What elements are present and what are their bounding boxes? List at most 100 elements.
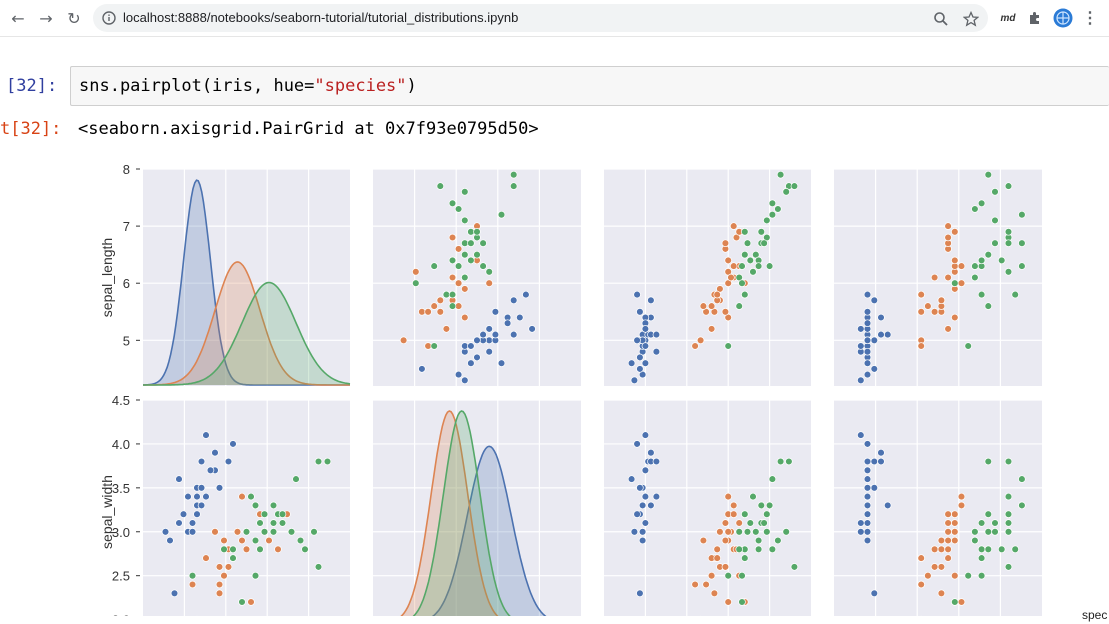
- point-virginica: [997, 545, 1006, 554]
- point-setosa: [863, 501, 872, 510]
- point-virginica: [971, 205, 979, 213]
- point-setosa: [870, 484, 879, 492]
- point-setosa: [641, 466, 650, 475]
- url-text[interactable]: localhost:8888/notebooks/seaborn-tutoria…: [123, 10, 519, 25]
- point-versicolor: [412, 268, 420, 276]
- legend-title-clipped: spec: [1082, 608, 1108, 622]
- point-setosa: [883, 330, 892, 339]
- point-virginica: [991, 239, 999, 247]
- point-setosa: [647, 448, 655, 457]
- point-versicolor: [957, 279, 966, 287]
- forward-icon[interactable]: →: [39, 8, 53, 28]
- point-versicolor: [917, 308, 925, 316]
- point-setosa: [652, 347, 661, 356]
- point-versicolor: [721, 563, 730, 571]
- point-virginica: [509, 182, 518, 190]
- kde-line-virginica: [143, 281, 351, 386]
- point-setosa: [202, 431, 210, 439]
- point-setosa: [863, 536, 872, 545]
- point-virginica: [785, 457, 793, 466]
- back-icon[interactable]: ←: [11, 8, 25, 28]
- browser-toolbar: ← → ↻ localhost:8888/notebooks/seaborn-t…: [0, 0, 1109, 37]
- point-virginica: [757, 228, 766, 236]
- point-virginica: [260, 510, 269, 518]
- point-virginica: [473, 250, 481, 259]
- point-setosa: [175, 519, 183, 527]
- point-virginica: [448, 256, 457, 265]
- point-setosa: [509, 296, 518, 305]
- point-versicolor: [944, 536, 952, 545]
- point-versicolor: [461, 313, 469, 322]
- point-versicolor: [220, 536, 228, 545]
- point-setosa: [166, 536, 174, 545]
- point-virginica: [951, 279, 959, 287]
- point-virginica: [220, 545, 228, 554]
- point-virginica: [984, 528, 993, 536]
- point-virginica: [1004, 457, 1013, 466]
- point-setosa: [193, 510, 201, 518]
- profile-avatar-icon[interactable]: [1052, 8, 1074, 28]
- point-setosa: [497, 359, 506, 367]
- point-setosa: [638, 536, 647, 545]
- point-setosa: [870, 296, 879, 305]
- address-bar[interactable]: localhost:8888/notebooks/seaborn-tutoria…: [93, 4, 988, 32]
- code-suffix: ): [406, 76, 417, 96]
- point-versicolor: [418, 308, 426, 316]
- point-virginica: [735, 528, 743, 536]
- point-versicolor: [721, 519, 730, 527]
- ytick-label-sepal_width: 4.0: [112, 437, 130, 452]
- ytick-label-sepal_length: 5: [123, 333, 130, 348]
- point-setosa: [641, 342, 650, 350]
- point-versicolor: [448, 273, 457, 282]
- point-setosa: [857, 376, 865, 385]
- point-versicolor: [937, 536, 946, 545]
- point-setosa: [522, 290, 530, 299]
- bookmark-star-icon[interactable]: [962, 10, 980, 28]
- pairgrid: 5 6 7 8 sepal_length 2.0 2.5 3.0 3.5 4.0 4.5 sepal_…: [99, 162, 1042, 616]
- point-versicolor: [454, 245, 463, 253]
- ytick-label-sepal_width: 3.5: [112, 481, 130, 496]
- point-virginica: [251, 501, 260, 510]
- ytick-label-sepal_length: 8: [123, 162, 130, 177]
- output-repr: <seaborn.axisgrid.PairGrid at 0x7f93e079…: [78, 119, 539, 139]
- point-setosa: [863, 484, 872, 492]
- point-setosa: [863, 308, 872, 316]
- point-setosa: [485, 347, 493, 356]
- point-setosa: [641, 325, 650, 333]
- point-virginica: [776, 457, 785, 466]
- point-versicolor: [211, 528, 219, 536]
- point-setosa: [170, 589, 179, 598]
- point-setosa: [863, 475, 872, 483]
- zoom-icon[interactable]: [932, 10, 950, 28]
- point-setosa: [870, 365, 879, 373]
- point-versicolor: [247, 598, 255, 606]
- code-cell[interactable]: sns.pairplot(iris, hue="species"): [70, 66, 1109, 106]
- point-virginica: [278, 510, 287, 518]
- ytick-label-sepal_width: 2.5: [112, 569, 130, 584]
- markdown-extension-icon[interactable]: md: [1000, 12, 1016, 24]
- extensions-puzzle-icon[interactable]: [1025, 8, 1045, 28]
- point-virginica: [229, 545, 237, 554]
- point-virginica: [269, 519, 278, 527]
- info-icon[interactable]: [102, 11, 116, 25]
- point-setosa: [418, 365, 426, 373]
- code-text[interactable]: sns.pairplot(iris, hue="species"): [79, 76, 417, 96]
- point-setosa: [870, 589, 879, 598]
- point-setosa: [491, 330, 500, 339]
- point-setosa: [877, 457, 885, 466]
- point-virginica: [743, 528, 752, 536]
- point-virginica: [260, 528, 269, 536]
- point-versicolor: [930, 308, 939, 316]
- point-setosa: [877, 330, 885, 339]
- reload-icon[interactable]: ↻: [67, 8, 81, 28]
- point-setosa: [652, 492, 661, 501]
- point-setosa: [870, 336, 879, 345]
- point-setosa: [633, 290, 641, 299]
- browser-menu-icon[interactable]: ⋮: [1082, 10, 1098, 27]
- point-versicolor: [713, 290, 721, 299]
- panel-background: [373, 169, 581, 386]
- point-virginica: [768, 475, 777, 483]
- point-setosa: [202, 492, 210, 501]
- point-versicolor: [430, 302, 438, 310]
- point-virginica: [1018, 239, 1026, 247]
